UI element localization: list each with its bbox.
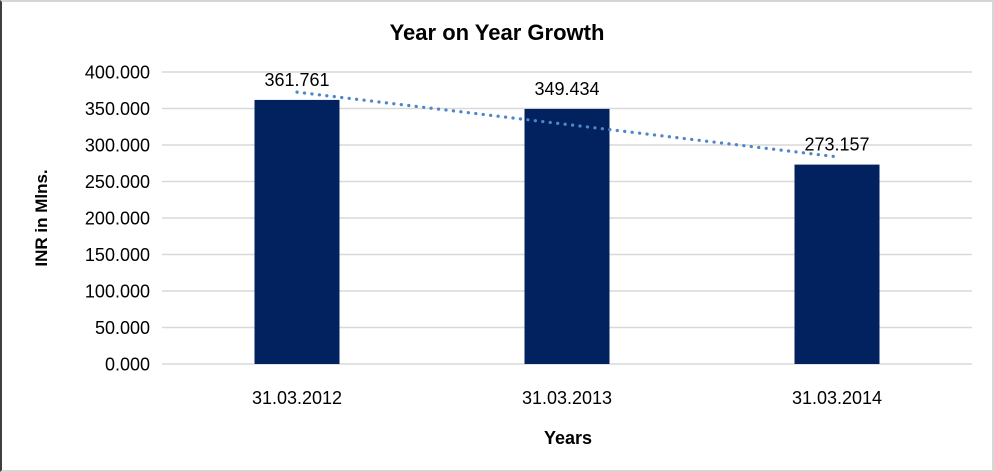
y-tick-label: 150.000 xyxy=(85,245,150,265)
bar-31.03.2014 xyxy=(794,164,880,364)
y-tick-label: 100.000 xyxy=(85,281,150,301)
trendline xyxy=(295,90,839,159)
x-axis-title: Years xyxy=(543,428,593,448)
y-tick-label: 350.000 xyxy=(85,99,150,119)
x-tick-label: 31.03.2013 xyxy=(522,388,612,408)
y-axis-title: INR in Mlns. xyxy=(32,169,51,267)
data-label: 361.761 xyxy=(264,70,329,90)
bar-31.03.2012 xyxy=(254,99,340,365)
y-tick-label: 250.000 xyxy=(85,172,150,192)
y-tick-label: 50.000 xyxy=(95,318,150,338)
chart-title: Year on Year Growth xyxy=(389,20,605,45)
data-label: 349.434 xyxy=(534,79,599,99)
y-tick-label: 200.000 xyxy=(85,208,150,228)
bar-31.03.2013 xyxy=(524,108,610,364)
x-tick-label: 31.03.2012 xyxy=(252,388,342,408)
y-tick-label: 0.000 xyxy=(105,354,150,374)
data-label: 273.157 xyxy=(804,135,869,155)
x-tick-label: 31.03.2014 xyxy=(792,388,882,408)
y-tick-label: 300.000 xyxy=(85,135,150,155)
y-tick-label: 400.000 xyxy=(85,62,150,82)
